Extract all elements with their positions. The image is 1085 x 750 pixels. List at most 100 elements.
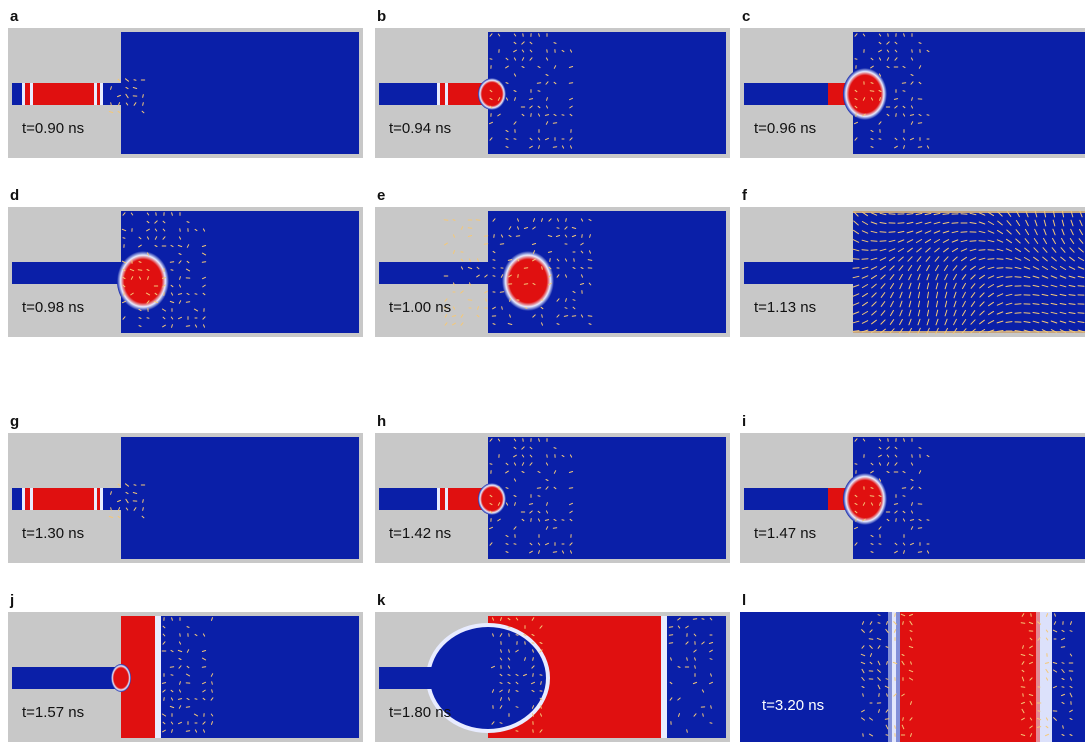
spin-arrows: [108, 483, 146, 519]
domain-wall: [22, 83, 25, 105]
domain-wall: [100, 488, 103, 510]
time-label: t=1.80 ns: [389, 704, 452, 721]
domain-wall: [22, 488, 25, 510]
reversed-pulse: [439, 488, 491, 510]
time-label: t=0.94 ns: [389, 120, 452, 137]
nucleation-bubble: [117, 251, 169, 311]
spin-arrows: [860, 613, 914, 737]
panel-label: j: [10, 592, 15, 609]
simulation-frame: t=0.98 ns: [8, 207, 363, 337]
simulation-frame: t=3.20 ns: [740, 612, 1085, 742]
simulation-frame: t=0.96 ns: [740, 28, 1085, 158]
spin-arrows: [489, 438, 574, 554]
panel-d: d t=0.98 ns: [8, 187, 363, 337]
magnetization-map: [379, 616, 726, 738]
magnetization-map: [379, 211, 726, 333]
panel-label: h: [377, 413, 387, 430]
domain-wall: [94, 83, 97, 105]
reversed-pulse: [22, 83, 102, 105]
spin-arrows: [668, 617, 714, 733]
spin-arrows: [489, 33, 574, 149]
panel-label: b: [377, 8, 387, 25]
spin-arrows: [121, 212, 207, 328]
simulation-frame: t=1.80 ns: [375, 612, 730, 742]
magnetization-map: [12, 616, 359, 738]
nucleation-bubble: [843, 68, 887, 120]
panel-l: l t=3.20 ns: [740, 592, 1085, 742]
domain-wall: [1036, 612, 1040, 742]
film-region: [488, 32, 726, 154]
time-label: t=1.00 ns: [389, 299, 452, 316]
film-region: [853, 437, 1085, 559]
edge-spin: [853, 331, 1085, 333]
magnetization-map: [12, 211, 359, 333]
film-region: [853, 32, 1085, 154]
magnetization-map: [740, 612, 1085, 742]
magnetization-map: [379, 437, 726, 559]
reversed-pulse: [439, 83, 491, 105]
spin-arrows: [491, 617, 543, 733]
simulation-frame: t=1.47 ns: [740, 433, 1085, 563]
spin-arrows: [161, 617, 214, 733]
time-label: t=1.57 ns: [22, 704, 85, 721]
domain-wall: [155, 616, 161, 738]
panel-b: b t=0.94 ns: [375, 8, 730, 158]
time-label: t=0.98 ns: [22, 299, 85, 316]
domain-wall: [94, 488, 97, 510]
film-region: [488, 437, 726, 559]
panel-label: l: [742, 592, 747, 609]
spin-arrows: [1020, 613, 1074, 737]
spin-arrows: [443, 218, 593, 326]
panel-a: a t=0.90 ns: [8, 8, 363, 158]
simulation-frame: t=1.57 ns: [8, 612, 363, 742]
simulation-frame: t=1.30 ns: [8, 433, 363, 563]
reversed-band: [900, 612, 1040, 742]
time-label: t=0.96 ns: [754, 120, 817, 137]
film-region: [121, 32, 359, 154]
domain-wall: [100, 83, 103, 105]
nucleation-bubble: [478, 78, 506, 110]
spin-arrows: [854, 438, 930, 554]
simulation-frame: t=0.94 ns: [375, 28, 730, 158]
time-label: t=1.13 ns: [754, 299, 817, 316]
panel-label: e: [377, 187, 386, 204]
panel-g: g t=1.30 ns: [8, 413, 363, 563]
domain-wall: [437, 488, 440, 510]
domain-wall: [30, 83, 33, 105]
spin-arrows: [854, 33, 930, 149]
panel-label: i: [742, 413, 747, 430]
domain-wall: [445, 488, 448, 510]
spin-arrows: [108, 78, 146, 114]
input-wire: [12, 667, 124, 689]
panel-label: d: [10, 187, 20, 204]
time-label: t=0.90 ns: [22, 120, 85, 137]
input-wire: [379, 262, 491, 284]
reversed-pulse: [22, 488, 102, 510]
film-region: [121, 437, 359, 559]
domain-wall: [661, 616, 667, 738]
domain-wall: [1040, 612, 1052, 742]
panel-label: k: [377, 592, 386, 609]
panel-h: h t=1.42 ns: [375, 413, 730, 563]
nucleation-bubble: [111, 664, 131, 692]
magnetization-map: [744, 210, 1085, 335]
panel-j: j t=1.57 ns: [8, 592, 363, 742]
simulation-frame: t=1.13 ns: [740, 207, 1085, 337]
nucleation-bubble: [478, 483, 506, 515]
panel-label: c: [742, 8, 751, 25]
input-wire: [379, 667, 491, 689]
domain-wall: [30, 488, 33, 510]
time-label: t=1.42 ns: [389, 525, 452, 542]
panel-e: e t=1.00 ns: [375, 187, 730, 337]
edge-spin: [853, 211, 1085, 213]
magnetization-map: [12, 437, 359, 559]
magnetization-map: [744, 437, 1085, 559]
time-label: t=1.47 ns: [754, 525, 817, 542]
simulation-frame: t=0.90 ns: [8, 28, 363, 158]
domain-wall: [892, 612, 896, 742]
magnetization-map: [379, 32, 726, 154]
time-label: t=1.30 ns: [22, 525, 85, 542]
panel-i: i t=1.47 ns: [740, 413, 1085, 563]
panel-f: f t=1.13 ns: [740, 187, 1085, 337]
skyrmion-bubble: [502, 251, 554, 311]
